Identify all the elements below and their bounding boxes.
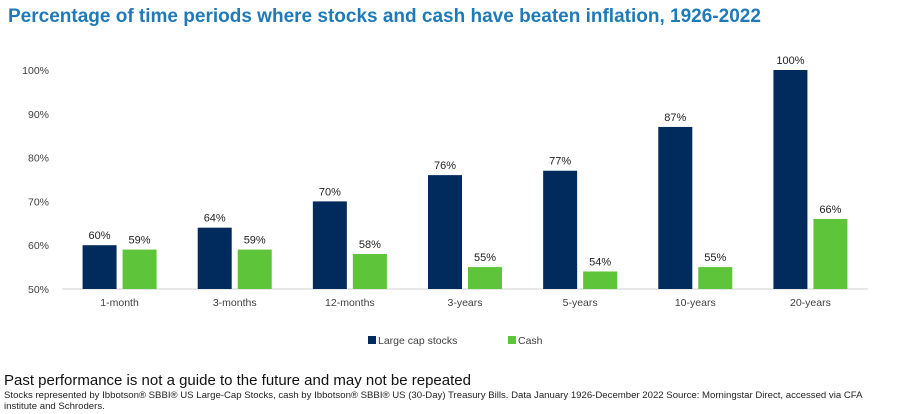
legend-label-cash: Cash (518, 335, 543, 347)
y-tick-label: 80% (28, 153, 49, 165)
disclaimer-note: Past performance is not a guide to the f… (4, 372, 471, 389)
data-label-stocks-3-months: 64% (204, 213, 226, 225)
bar-cash-1-month (122, 249, 157, 289)
legend-label-stocks: Large cap stocks (378, 335, 457, 347)
bar-cash-3-years (468, 267, 502, 289)
data-label-cash-3-years: 55% (474, 252, 496, 264)
x-axis-labels: 1-month 3-months 12-months 3-years 5-years 10… (100, 297, 831, 309)
bar-stocks-5-years (543, 170, 578, 289)
bar-cash-10-years (698, 267, 733, 289)
data-label-cash-5-years: 54% (589, 256, 611, 268)
chart-title: Percentage of time periods where stocks … (8, 6, 761, 27)
y-axis-ticks: 50% 60% 70% 80% 90% 100% (22, 65, 49, 296)
data-label-cash-12-months: 58% (359, 239, 381, 251)
bars (82, 70, 848, 289)
x-category-label: 1-month (100, 297, 139, 309)
legend-swatch-stocks (368, 336, 376, 344)
data-label-cash-1-month: 59% (129, 235, 151, 247)
data-label-stocks-5-years: 77% (549, 156, 571, 168)
data-label-cash-10-years: 55% (704, 252, 726, 264)
y-tick-label: 50% (28, 284, 49, 296)
x-category-label: 3-years (447, 297, 482, 309)
data-label-cash-20-years: 66% (819, 204, 841, 216)
bar-stocks-10-years (658, 126, 693, 289)
bar-stocks-3-years (428, 175, 462, 289)
bar-cash-3-months (237, 249, 272, 289)
bar-stocks-3-months (197, 227, 232, 289)
legend-swatch-cash (508, 336, 516, 344)
bar-cash-20-years (813, 218, 848, 289)
y-tick-label: 60% (28, 240, 49, 252)
bar-chart: 50% 60% 70% 80% 90% 100% 60% 59% 64% 59% 70% 58% 76… (22, 55, 868, 347)
data-label-stocks-1-month: 60% (89, 230, 111, 242)
y-tick-label: 90% (28, 109, 49, 121)
data-label-stocks-12-months: 70% (319, 186, 341, 198)
x-category-label: 3-months (213, 297, 257, 309)
y-tick-label: 100% (22, 65, 49, 77)
legend: Large cap stocks Cash (368, 335, 543, 347)
x-category-label: 20-years (790, 297, 831, 309)
bar-stocks-20-years (773, 70, 808, 289)
bar-stocks-1-month (82, 245, 117, 289)
x-category-label: 5-years (563, 297, 598, 309)
source-footnote: Stocks represented by Ibbotson® SBBI® US… (4, 390, 862, 412)
bar-stocks-12-months (312, 201, 347, 289)
bar-cash-12-months (352, 253, 387, 289)
data-label-cash-3-months: 59% (244, 235, 266, 247)
data-label-stocks-3-years: 76% (434, 160, 456, 172)
y-tick-label: 70% (28, 196, 49, 208)
data-label-stocks-10-years: 87% (664, 112, 686, 124)
x-category-label: 12-months (325, 297, 375, 309)
data-label-stocks-20-years: 100% (776, 55, 804, 67)
x-category-label: 10-years (675, 297, 716, 309)
data-labels: 60% 59% 64% 59% 70% 58% 76% 55% 77% 54% 87% 55% 100%… (89, 55, 842, 268)
bar-cash-5-years (583, 271, 618, 289)
